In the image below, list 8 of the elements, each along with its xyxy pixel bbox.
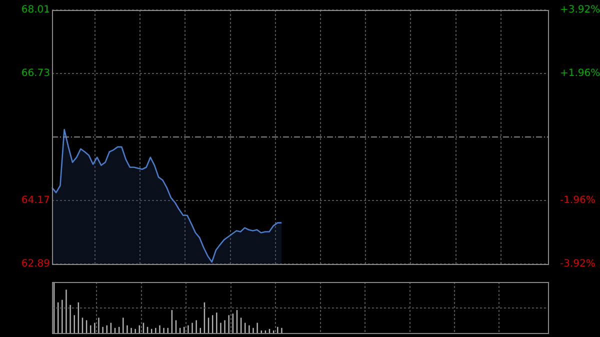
y2-tick-label: -3.92% [560, 258, 596, 270]
y-tick-label: 68.01 [21, 4, 50, 16]
y2-tick-label: +1.96% [560, 68, 600, 80]
y-tick-label: 66.73 [21, 68, 50, 80]
y2-tick-label: -1.96% [560, 195, 596, 206]
y-tick-label: 64.17 [21, 195, 50, 206]
y-tick-label: 62.89 [21, 258, 50, 270]
y2-tick-label: +3.92% [560, 4, 600, 16]
